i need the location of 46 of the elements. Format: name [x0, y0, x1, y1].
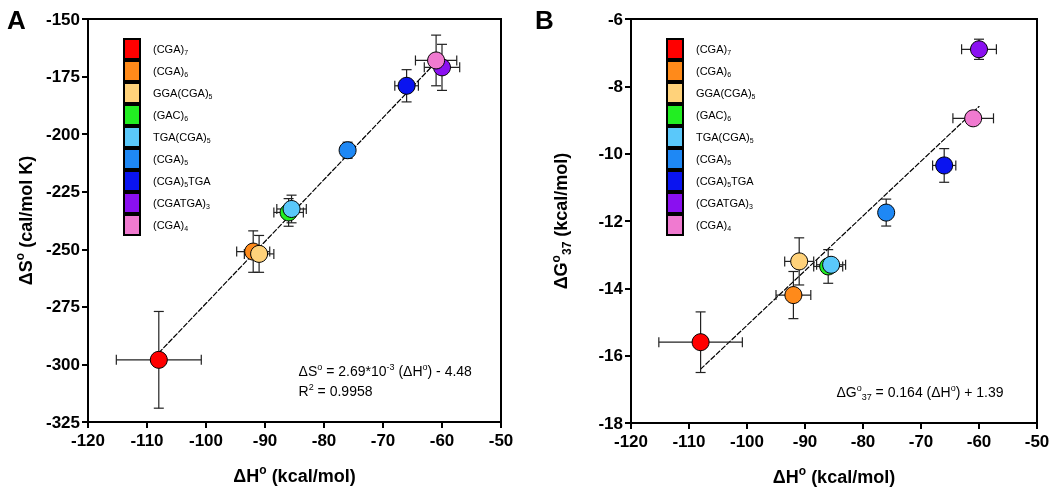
y-tick-label: -18	[598, 413, 623, 433]
x-tick-label: -110	[130, 431, 164, 450]
y-tick-label: -300	[45, 354, 80, 374]
chart-title: A	[7, 5, 26, 35]
x-tick-label: -50	[488, 431, 514, 450]
point	[282, 199, 301, 218]
y-tick-label: -200	[45, 124, 80, 144]
chart-title: B	[535, 5, 554, 35]
point	[427, 51, 446, 70]
point	[784, 286, 803, 305]
x-tick-label: -70	[908, 432, 934, 451]
x-tick-label: -100	[729, 432, 765, 451]
x-tick-label: -60	[966, 432, 992, 451]
point	[250, 244, 269, 263]
y-tick-label: -325	[45, 412, 80, 432]
point	[338, 141, 357, 160]
point	[790, 252, 809, 271]
y-tick-label: -14	[598, 278, 624, 298]
y-axis-title: ΔGo37 (kcal/mol)	[548, 152, 574, 290]
x-tick-label: -90	[252, 431, 278, 450]
point	[149, 350, 168, 369]
x-tick-label: -100	[188, 431, 224, 450]
x-tick-label: -120	[613, 432, 649, 451]
y-tick-label: -225	[45, 182, 80, 202]
x-tick-label: -90	[792, 432, 818, 451]
x-tick-label: -50	[1024, 432, 1050, 451]
y-tick-label: -150	[45, 9, 80, 29]
point	[877, 203, 896, 222]
x-tick-label: -70	[370, 431, 396, 450]
y-tick-label: -10	[598, 144, 623, 164]
x-tick-label: -80	[850, 432, 876, 451]
y-tick-label: -6	[607, 9, 623, 29]
y-tick-label: -16	[598, 346, 623, 366]
y-axis-title: ΔSo (cal/mol K)	[13, 155, 37, 286]
x-tick-label: -60	[429, 431, 455, 450]
point	[964, 109, 983, 128]
y-tick-label: -12	[598, 211, 623, 231]
x-tick-label: -80	[311, 431, 337, 450]
y-tick-label: -175	[45, 67, 80, 87]
x-tick-label: -110	[672, 432, 706, 451]
x-tick-label: -120	[70, 431, 106, 450]
y-tick-label: -250	[45, 239, 80, 259]
y-tick-label: -8	[607, 76, 623, 96]
y-tick-label: -275	[45, 297, 80, 317]
point	[397, 76, 416, 95]
point	[691, 333, 710, 352]
